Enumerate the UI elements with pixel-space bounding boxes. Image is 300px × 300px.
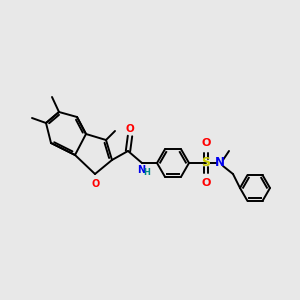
Text: S: S (202, 157, 211, 169)
Text: N: N (137, 165, 145, 175)
Text: H: H (144, 168, 150, 177)
Text: N: N (215, 157, 225, 169)
Text: O: O (92, 179, 100, 189)
Text: O: O (126, 124, 134, 134)
Text: O: O (201, 138, 211, 148)
Text: O: O (201, 178, 211, 188)
